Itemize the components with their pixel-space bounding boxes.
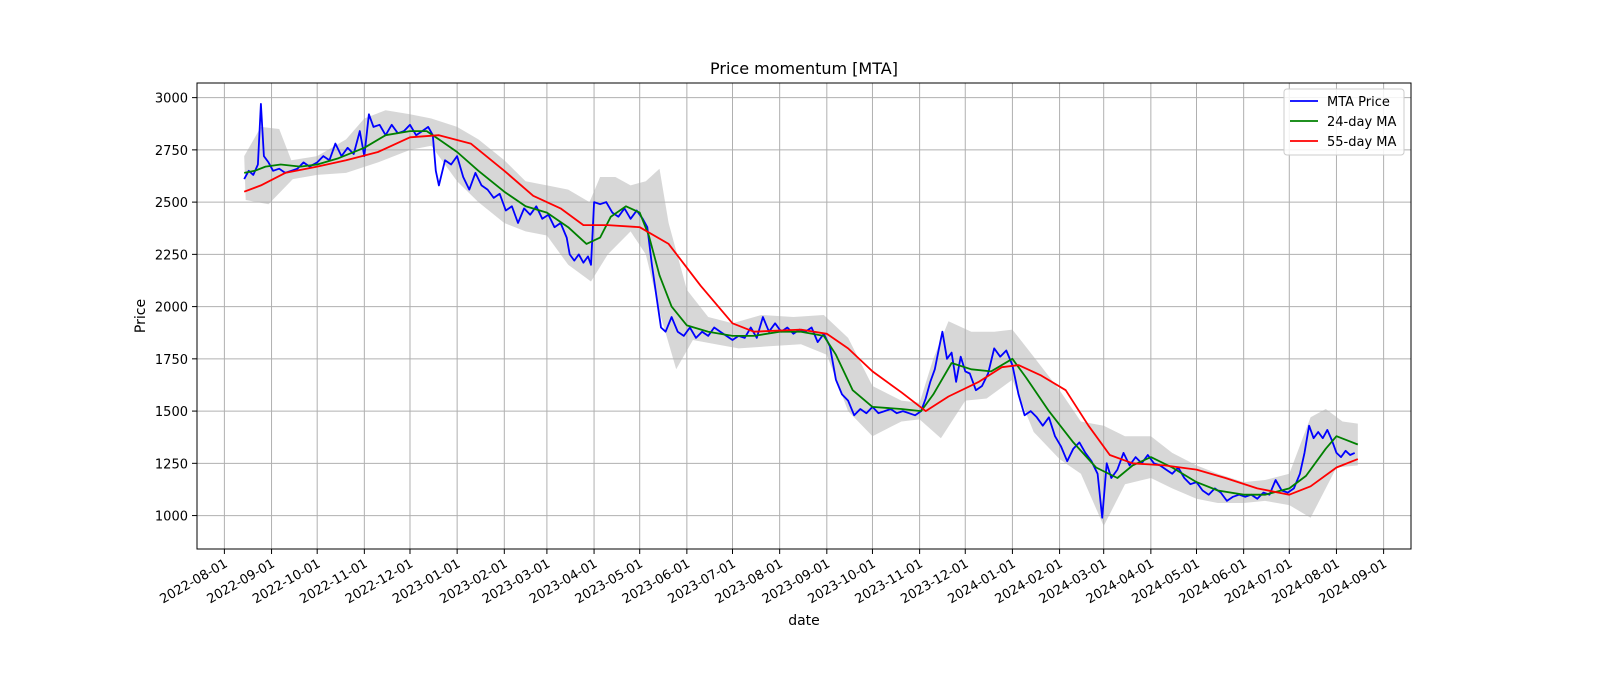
chart-title: Price momentum [MTA] <box>710 59 898 78</box>
y-tick-label: 2250 <box>155 248 188 263</box>
legend: MTA Price 24-day MA 55-day MA <box>1283 88 1405 156</box>
y-axis-ticks: 1000 1250 1500 1750 2000 2250 2500 2750 3000 <box>155 92 197 525</box>
y-tick-label: 1250 <box>155 457 188 472</box>
x-axis-ticks: 2022-08-012022-09-012022-10-012022-11-01… <box>157 549 1390 607</box>
legend-label-2: 24-day MA <box>1327 115 1396 130</box>
y-tick-label: 2500 <box>155 196 188 211</box>
y-tick-label: 1750 <box>155 353 188 368</box>
grid-layer <box>197 83 1411 549</box>
y-tick-label: 1500 <box>155 405 188 420</box>
series-line-2 <box>244 130 1359 496</box>
series-line-3 <box>243 134 1359 496</box>
y-axis-title: Price <box>133 299 149 333</box>
legend-label-3: 55-day MA <box>1327 135 1396 150</box>
series-line-1 <box>243 103 1356 519</box>
plot-frame <box>196 82 1412 550</box>
legend-box <box>1283 88 1405 156</box>
series-layer <box>243 103 1359 519</box>
y-tick-label: 2750 <box>155 144 188 159</box>
y-tick-label: 1000 <box>155 510 188 525</box>
legend-label-1: MTA Price <box>1327 95 1390 110</box>
y-tick-label: 3000 <box>155 92 188 107</box>
y-tick-label: 2000 <box>155 301 188 316</box>
x-axis-title: date <box>788 613 820 629</box>
